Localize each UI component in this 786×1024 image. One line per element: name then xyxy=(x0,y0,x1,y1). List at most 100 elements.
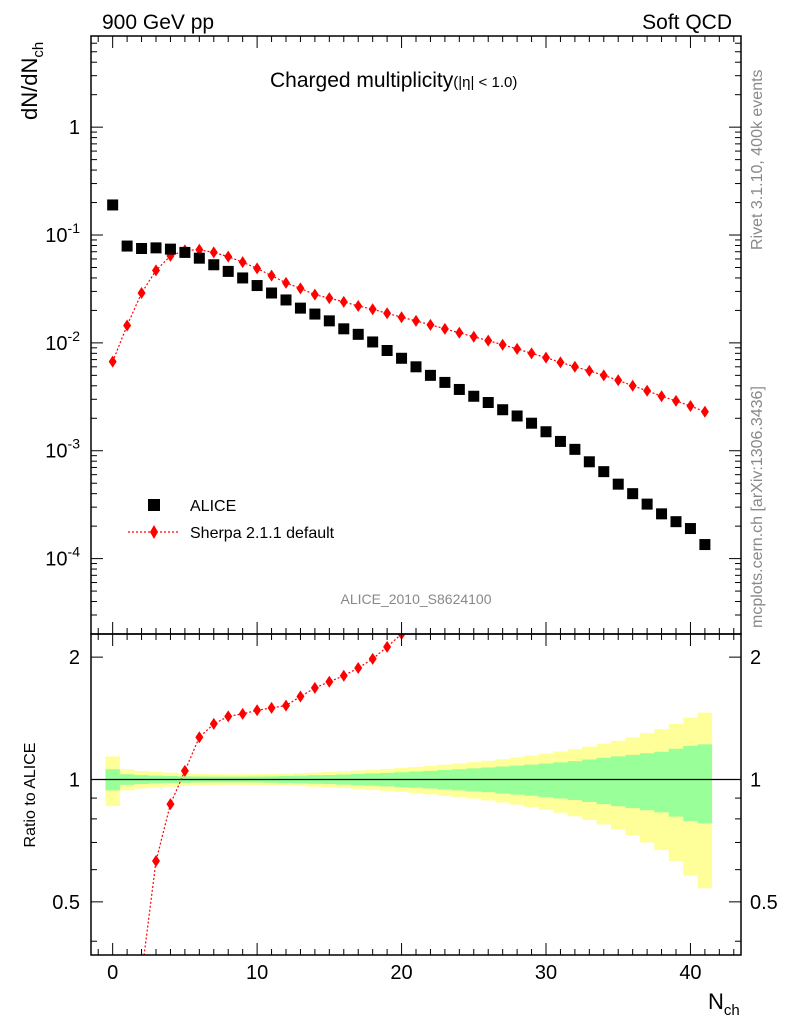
sherpa-point xyxy=(469,330,478,343)
ratio-y-axis-label: Ratio to ALICE xyxy=(22,743,39,848)
sherpa-ratio-point xyxy=(166,798,175,811)
legend-sherpa-marker xyxy=(150,525,158,539)
alice-point xyxy=(208,259,220,271)
sherpa-point xyxy=(253,262,262,275)
x-axis-label-main: N xyxy=(708,989,724,1014)
rivet-version-label: Rivet 3.1.10, 400k events xyxy=(749,69,766,250)
alice-point xyxy=(554,435,566,447)
sherpa-point xyxy=(282,276,290,289)
header-left-label: 900 GeV pp xyxy=(102,11,214,34)
y-axis-label-main: dN/dN xyxy=(17,58,42,120)
y-tick-label: 10-4 xyxy=(45,544,80,571)
sherpa-point xyxy=(152,264,160,277)
alice-point xyxy=(150,242,162,254)
alice-point xyxy=(352,328,364,340)
chart-title-suffix: (|η| < 1.0) xyxy=(453,74,517,91)
y-tick-label: 1 xyxy=(69,117,80,139)
alice-point xyxy=(107,199,119,211)
ratio-y-tick-label-left: 0.5 xyxy=(52,892,80,914)
sherpa-ratio-point xyxy=(282,699,290,712)
alice-point xyxy=(699,539,711,551)
sherpa-line xyxy=(112,249,706,413)
x-tick-label: 10 xyxy=(246,962,268,984)
sherpa-ratio-point xyxy=(296,690,305,703)
alice-point xyxy=(482,397,494,409)
sherpa-point xyxy=(570,360,579,373)
sherpa-point xyxy=(426,318,435,331)
alice-point xyxy=(280,294,292,306)
ratio-outer-band xyxy=(105,712,713,889)
alice-point xyxy=(540,426,552,438)
alice-point xyxy=(266,287,278,299)
sherpa-point xyxy=(137,287,146,300)
sherpa-point xyxy=(412,314,420,327)
sherpa-point xyxy=(238,256,247,269)
sherpa-point xyxy=(455,326,464,339)
x-tick-labels: 0 10 20 30 40 xyxy=(107,962,701,984)
y-tick-label: 10-1 xyxy=(45,220,80,247)
sherpa-point xyxy=(614,374,623,387)
y-axis-label-sub: ch xyxy=(30,42,47,58)
sherpa-ratio-point xyxy=(253,704,262,717)
ratio-y-tick-label-left: 1 xyxy=(69,769,80,791)
ratio-y-tick-label-right: 0.5 xyxy=(750,892,778,914)
alice-point xyxy=(179,246,191,258)
sherpa-ratio-line xyxy=(143,634,402,955)
sherpa-point xyxy=(686,399,695,412)
sherpa-point xyxy=(700,405,709,418)
sherpa-ratio-point xyxy=(238,707,247,720)
chart-title: Charged multiplicity(|η| < 1.0) xyxy=(270,69,517,92)
sherpa-point xyxy=(527,347,536,360)
sherpa-ratio-point xyxy=(224,710,233,723)
alice-point xyxy=(583,456,595,468)
sherpa-ratio-point xyxy=(152,855,160,868)
legend-alice-label: ALICE xyxy=(190,498,236,515)
sherpa-point xyxy=(585,364,594,377)
main-y-tick-labels: 10-4 10-3 10-2 10-1 1 xyxy=(45,117,80,570)
sherpa-point xyxy=(123,319,132,332)
sherpa-series xyxy=(108,243,709,418)
sherpa-point xyxy=(224,250,233,263)
sherpa-ratio-point xyxy=(354,662,363,675)
sherpa-point xyxy=(513,342,522,355)
ratio-axis-ticks xyxy=(91,634,741,955)
sherpa-ratio-point xyxy=(310,681,319,694)
alice-point xyxy=(309,308,321,320)
chart-title-main: Charged multiplicity xyxy=(270,69,454,92)
alice-point xyxy=(641,498,653,510)
sherpa-ratio-point xyxy=(209,717,218,730)
sherpa-ratio-point xyxy=(180,764,189,777)
alice-point xyxy=(656,508,668,520)
legend: ALICE Sherpa 2.1.1 default xyxy=(128,498,335,542)
alice-point xyxy=(237,272,249,284)
alice-point xyxy=(670,516,682,528)
legend-alice-marker xyxy=(148,499,160,511)
alice-point xyxy=(164,243,176,255)
alice-point xyxy=(453,383,465,395)
sherpa-point xyxy=(397,311,406,324)
sherpa-point xyxy=(657,390,666,403)
y-tick-label: 10-3 xyxy=(45,436,80,463)
x-tick-label: 40 xyxy=(679,962,701,984)
alice-point xyxy=(367,336,379,348)
sherpa-point xyxy=(672,394,680,407)
sherpa-ratio-point xyxy=(267,701,276,714)
sherpa-point xyxy=(209,246,218,259)
sherpa-point xyxy=(599,369,608,382)
x-tick-label: 0 xyxy=(107,962,118,984)
sherpa-point xyxy=(383,307,392,320)
x-axis-label: Nch xyxy=(708,989,740,1019)
ratio-uncertainty-bands xyxy=(105,712,713,889)
alice-point xyxy=(121,240,133,252)
alice-point xyxy=(424,369,436,381)
ratio-inner-band xyxy=(105,744,713,824)
sherpa-point xyxy=(542,351,550,364)
alice-point xyxy=(612,478,624,490)
alice-point xyxy=(526,417,538,429)
sherpa-ratio-series xyxy=(143,634,406,955)
sherpa-point xyxy=(339,295,348,308)
alice-point xyxy=(323,315,335,327)
sherpa-point xyxy=(296,282,305,295)
